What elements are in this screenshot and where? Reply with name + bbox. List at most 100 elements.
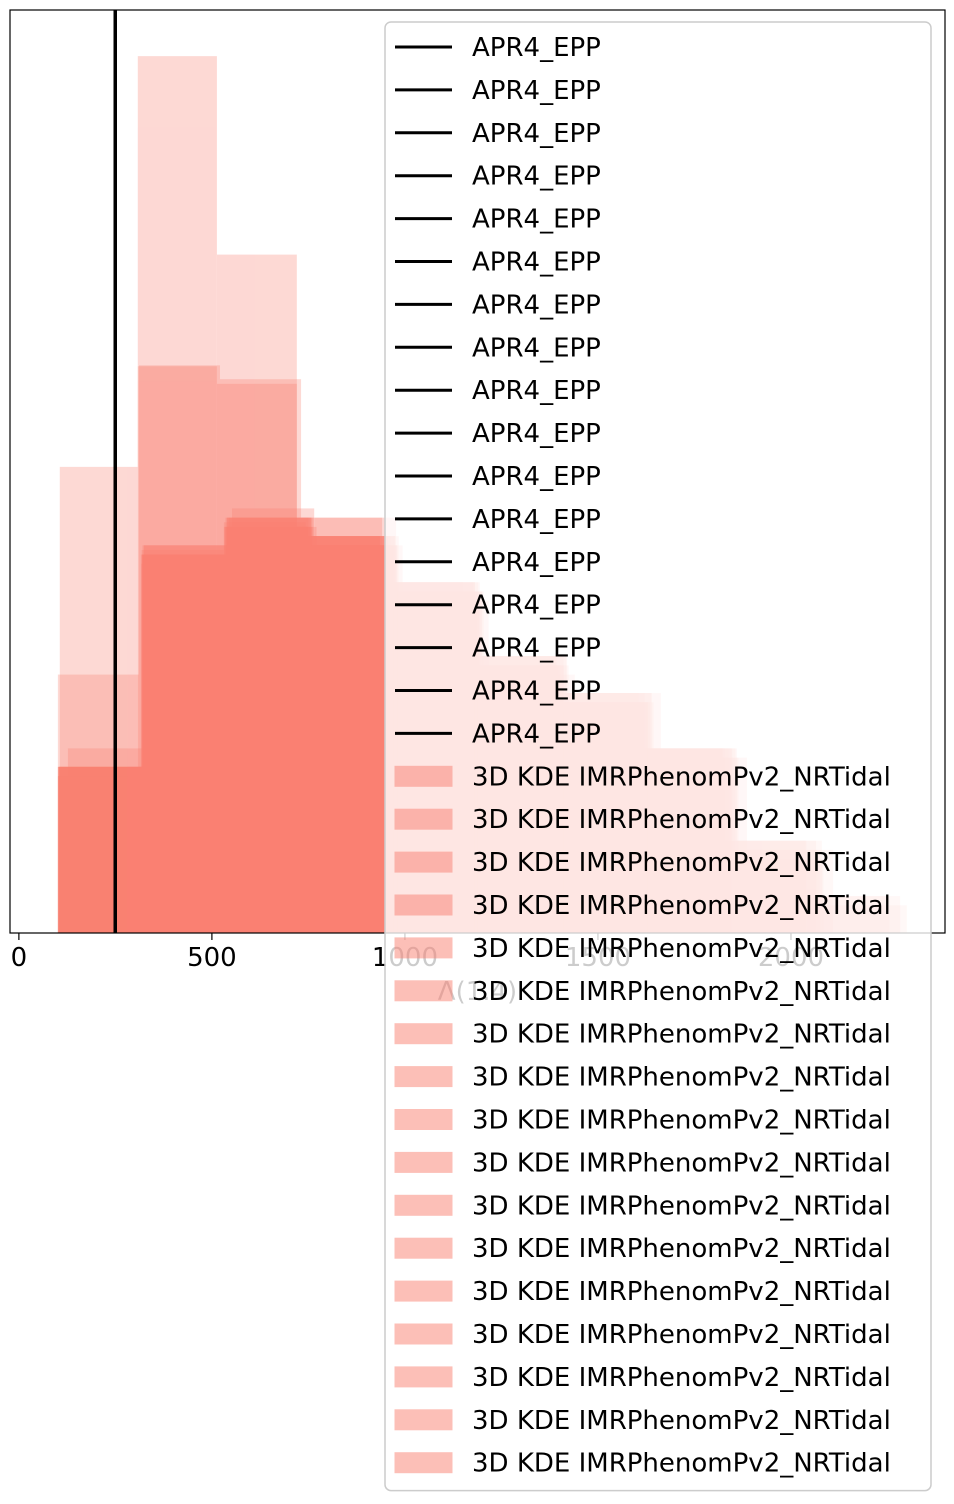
legend-label: 3D KDE IMRPhenomPv2_NRTidal [472,805,891,835]
hist-bar [59,766,144,933]
legend-swatch [394,1109,453,1130]
hist-bar [301,517,383,933]
legend-swatch [394,894,453,916]
legend-label: 3D KDE IMRPhenomPv2_NRTidal [472,1148,891,1178]
hist-bar [141,549,224,933]
hist-bar [59,766,144,933]
hist-bar [142,545,228,933]
legend-label: 3D KDE IMRPhenomPv2_NRTidal [472,1063,891,1093]
hist-bar [150,554,232,933]
legend-label: 3D KDE IMRPhenomPv2_NRTidal [472,762,891,792]
hist-bar [143,545,229,933]
legend-swatch [394,1066,453,1088]
hist-bar [230,526,317,933]
hist-bar [144,563,231,933]
hist-bar [226,517,312,933]
hist-bar [143,554,228,933]
legend-label: APR4_EPP [472,548,601,578]
legend-label: APR4_EPP [472,677,601,707]
hist-bar [137,56,217,933]
hist-bar [140,554,224,933]
hist-bar [226,517,311,933]
hist-bar [138,365,221,934]
hist-bar [296,536,380,933]
hist-bar [57,766,143,933]
hist-bar [59,766,144,933]
hist-bar [310,536,395,933]
legend-swatch [394,1280,453,1302]
hist-bar [142,554,227,933]
legend-label: APR4_EPP [472,719,601,749]
legend-label: APR4_EPP [472,119,601,149]
hist-bar [309,545,394,933]
hist-bar [306,545,390,933]
hist-bar [312,545,398,933]
legend-label: APR4_EPP [472,634,601,664]
legend-label: APR4_EPP [472,33,601,63]
hist-bar [141,554,225,933]
hist-bar [308,545,392,933]
hist-bar [216,254,297,934]
hist-bar [58,776,142,933]
hist-bar [223,526,307,933]
hist-bar [228,526,313,933]
legend-swatch [394,1366,453,1388]
hist-bar [141,563,225,933]
hist-bar [220,379,302,933]
hist-bar [296,536,380,933]
x-tick-label: 0 [11,943,28,973]
legend-label: 3D KDE IMRPhenomPv2_NRTidal [472,1234,891,1264]
legend-swatch [394,1452,453,1474]
hist-bar [225,526,310,933]
legend-swatch [394,1194,453,1216]
legend-swatch [394,1151,453,1173]
legend-swatch [394,808,453,830]
hist-bar [59,766,142,933]
hist-bar [307,536,391,933]
legend-label: APR4_EPP [472,591,601,621]
hist-bar [308,545,392,933]
legend-label: 3D KDE IMRPhenomPv2_NRTidal [472,1191,891,1221]
hist-bar [216,383,297,933]
hist-bar [58,776,143,933]
legend-label: APR4_EPP [472,290,601,320]
hist-bar [311,545,396,933]
legend-label: APR4_EPP [472,462,601,492]
legend-label: APR4_EPP [472,419,601,449]
hist-bar [58,766,143,933]
hist-bar [58,776,143,933]
hist-bar [224,526,308,933]
legend-swatch [394,937,453,959]
hist-bar [142,554,226,933]
hist-bar [143,545,229,933]
legend-label: APR4_EPP [472,376,601,406]
legend-label: APR4_EPP [472,162,601,192]
hist-bar [231,508,315,933]
x-tick-label: 500 [187,943,237,973]
legend-swatch [394,765,453,787]
legend-swatch [394,1237,453,1259]
hist-bar [67,748,151,933]
hist-bar [142,554,227,933]
legend-label: APR4_EPP [472,505,601,535]
legend-swatch [394,1023,453,1045]
legend-swatch [394,980,453,1002]
hist-bar [57,776,141,933]
hist-bar [227,517,313,933]
legend-label: 3D KDE IMRPhenomPv2_NRTidal [472,1277,891,1307]
legend-label: APR4_EPP [472,248,601,278]
legend-label: 3D KDE IMRPhenomPv2_NRTidal [472,1020,891,1050]
hist-bar [137,366,217,933]
hist-bar [57,674,139,933]
legend-swatch [394,851,453,873]
hist-bar [58,766,145,933]
legend-box [384,21,932,1492]
hist-bar [225,517,309,933]
hist-bar [312,545,398,933]
legend-label: 3D KDE IMRPhenomPv2_NRTidal [472,1449,891,1479]
hist-bar [224,526,309,933]
hist-bar [57,766,142,933]
legend-label: 3D KDE IMRPhenomPv2_NRTidal [472,1320,891,1350]
